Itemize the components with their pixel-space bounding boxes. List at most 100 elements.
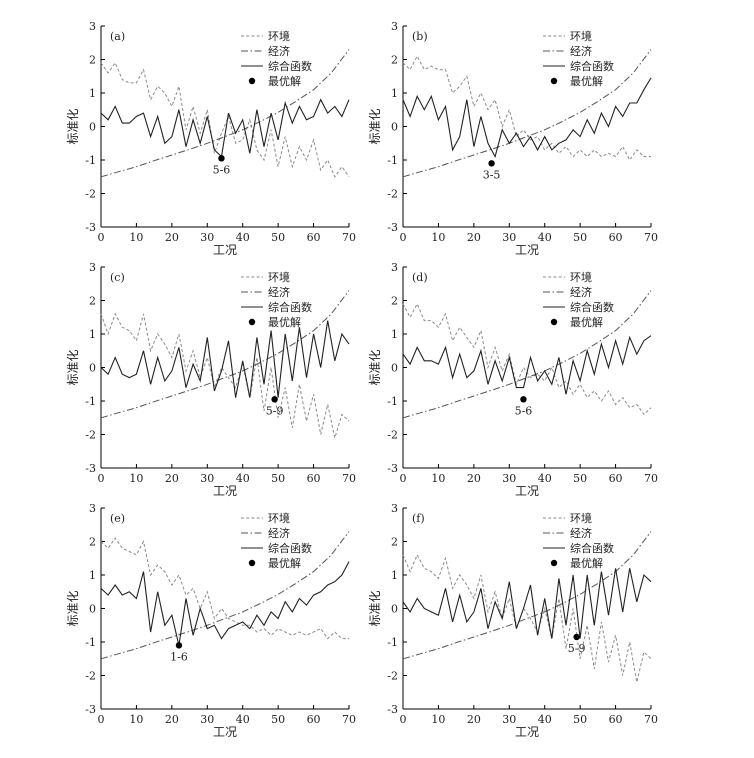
y-tick-label: -3 <box>387 221 398 234</box>
x-axis-label: 工况 <box>213 484 237 498</box>
y-tick-label: 1 <box>391 569 398 582</box>
legend-entry: 最优解 <box>570 74 603 88</box>
series-line-dotted <box>402 55 651 161</box>
legend-entry: 综合函数 <box>570 300 614 314</box>
x-tick-label: 20 <box>467 472 481 485</box>
y-tick-label: 3 <box>391 261 398 274</box>
series-line-solid <box>100 561 350 646</box>
series-line-dotted <box>100 537 349 640</box>
y-tick-label: 2 <box>391 295 398 308</box>
legend-swatch-marker <box>550 77 558 85</box>
y-tick-label: -3 <box>387 462 398 475</box>
y-tick-label: -2 <box>387 188 398 201</box>
optimum-point <box>573 633 580 641</box>
y-tick-label: -1 <box>85 636 96 649</box>
legend-entry: 最优解 <box>268 315 301 329</box>
legend-entry: 综合函数 <box>570 59 614 73</box>
x-tick-label: 20 <box>467 713 481 726</box>
x-tick-label: 0 <box>98 713 105 726</box>
y-tick-label: -1 <box>387 395 398 408</box>
legend-entry: 经济 <box>268 44 290 58</box>
y-tick-label: 0 <box>391 603 398 616</box>
optimum-point <box>488 160 495 167</box>
x-tick-label: 20 <box>165 231 179 244</box>
optimum-label: 5-9 <box>266 404 284 417</box>
x-tick-label: 60 <box>307 472 321 485</box>
y-tick-label: 0 <box>89 603 96 616</box>
legend-entry: 最优解 <box>268 74 301 88</box>
series-line-dotted <box>100 61 350 178</box>
y-tick-label: 2 <box>391 536 398 549</box>
y-tick-label: 2 <box>89 295 96 308</box>
legend-entry: 环境 <box>268 29 290 43</box>
optimum-point <box>218 155 225 162</box>
legend-entry: 环境 <box>570 511 592 525</box>
y-tick-label: -3 <box>387 703 398 716</box>
x-tick-label: 10 <box>129 231 143 244</box>
x-tick-label: 70 <box>644 713 658 726</box>
y-axis-label: 标准化 <box>66 349 80 385</box>
x-tick-label: 20 <box>467 231 481 244</box>
x-tick-label: 60 <box>609 231 623 244</box>
y-tick-label: -1 <box>85 154 96 167</box>
series-line-solid <box>100 320 350 398</box>
legend-entry: 经济 <box>570 285 592 299</box>
optimum-label: 1-6 <box>170 650 188 663</box>
legend-entry: 环境 <box>570 270 592 284</box>
legend-entry: 综合函数 <box>268 300 312 314</box>
legend-entry: 经济 <box>570 526 592 540</box>
panel-label: (f) <box>412 512 425 525</box>
x-tick-label: 30 <box>200 231 214 244</box>
x-tick-label: 0 <box>98 231 105 244</box>
panel-label: (d) <box>412 271 428 284</box>
optimum-label: 5-6 <box>515 404 533 417</box>
legend-entry: 环境 <box>268 511 290 525</box>
x-tick-label: 70 <box>644 472 658 485</box>
series-line-dash-dot <box>100 49 350 178</box>
y-tick-label: 0 <box>391 362 398 375</box>
panel-label: (b) <box>412 30 428 43</box>
x-tick-label: 50 <box>573 472 587 485</box>
x-tick-label: 10 <box>129 472 143 485</box>
x-tick-label: 40 <box>236 713 250 726</box>
x-tick-label: 60 <box>609 472 623 485</box>
legend-swatch-marker <box>248 77 256 85</box>
x-tick-label: 10 <box>431 472 445 485</box>
y-tick-label: -3 <box>85 462 96 475</box>
y-tick-label: -3 <box>85 221 96 234</box>
legend-entry: 经济 <box>268 526 290 540</box>
x-axis-label: 工况 <box>515 484 539 498</box>
legend-entry: 综合函数 <box>268 541 312 555</box>
y-tick-label: -2 <box>85 188 96 201</box>
y-tick-label: 1 <box>89 569 96 582</box>
series-line-dotted <box>402 553 652 683</box>
x-axis-label: 工况 <box>515 243 539 257</box>
x-tick-label: 70 <box>342 231 356 244</box>
optimum-point <box>271 396 278 403</box>
panel-label: (c) <box>110 271 125 284</box>
y-tick-label: 3 <box>391 502 398 515</box>
x-tick-label: 0 <box>98 472 105 485</box>
series-line-solid <box>402 568 652 639</box>
y-tick-label: -1 <box>85 395 96 408</box>
legend-entry: 环境 <box>570 29 592 43</box>
y-axis-label: 标准化 <box>66 590 80 626</box>
y-tick-label: -3 <box>85 703 96 716</box>
y-tick-label: 2 <box>89 536 96 549</box>
series-line-solid <box>402 335 652 395</box>
x-axis-label: 工况 <box>213 725 237 739</box>
x-tick-label: 40 <box>538 472 552 485</box>
y-tick-label: -1 <box>387 636 398 649</box>
y-tick-label: 0 <box>89 362 96 375</box>
y-tick-label: 1 <box>391 328 398 341</box>
legend-swatch-marker <box>550 318 558 326</box>
x-axis-label: 工况 <box>515 725 539 739</box>
optimum-point <box>520 396 527 403</box>
x-tick-label: 40 <box>538 231 552 244</box>
x-tick-label: 70 <box>644 231 658 244</box>
legend-swatch-marker <box>248 318 256 326</box>
